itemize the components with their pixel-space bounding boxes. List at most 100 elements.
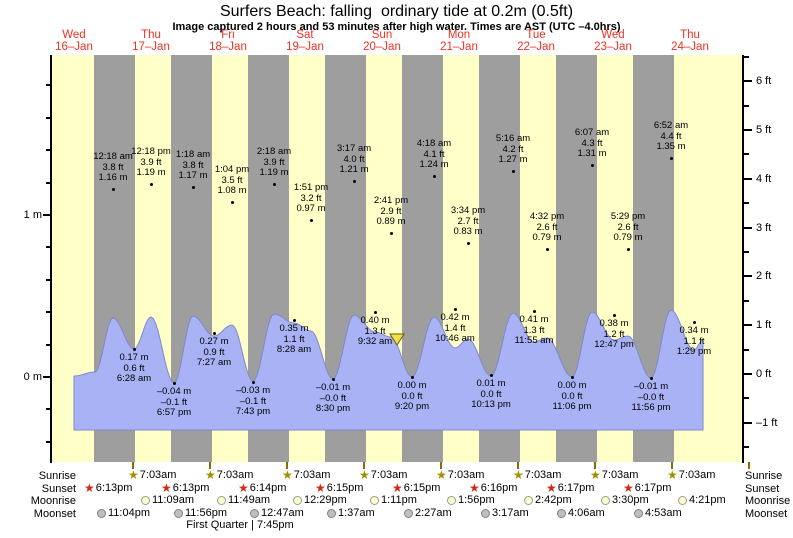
day-name: Mon [447, 29, 471, 41]
high-tide-dot [590, 163, 594, 167]
low-tide-line: 0.42 m [440, 312, 470, 323]
high-tide-dot [191, 185, 195, 189]
moonset-moon-icon [250, 508, 259, 518]
low-tide-annotation: –0.01 m –0.0 ft 8:30 pm [291, 382, 375, 415]
high-tide-line: 4.0 ft [343, 153, 365, 165]
sunrise-star-icon: ★ [359, 468, 370, 482]
left-axis-minor-tick [46, 181, 51, 184]
low-tide-dot [612, 313, 616, 317]
low-tide-line: –0.01 m [633, 381, 669, 392]
right-axis-major-tick [744, 373, 752, 375]
low-tide-line: –0.01 m [315, 382, 351, 393]
high-tide-line: 6:52 am [653, 120, 689, 131]
high-tide-line: 0.79 m [532, 232, 562, 243]
right-axis-minor-tick [744, 153, 749, 156]
sunset-star-icon: ★ [161, 481, 172, 495]
sunrise-entry: ★ 7:03am [436, 469, 484, 481]
sunrise-star-icon: ★ [282, 468, 293, 482]
moon-phase-text: First Quarter | 7:45pm [186, 519, 294, 531]
low-tide-line: –0.1 ft [239, 395, 267, 407]
low-tide-dot [373, 310, 377, 314]
high-tide-line: 0.83 m [453, 226, 483, 237]
high-tide-annotation: 6:07 am 4.3 ft 1.31 m [550, 127, 634, 160]
low-tide-line: 6:57 pm [156, 407, 192, 418]
sunrise-entry: ★ 7:03am [590, 469, 638, 481]
low-tide-line: 0.41 m [519, 314, 549, 325]
high-tide-annotation: 1:04 pm 3.5 ft 1.08 m [190, 164, 274, 197]
sunrise-time: 7:03am [447, 469, 485, 481]
high-tide-line: 12:18 am [93, 151, 133, 162]
sunrise-time: 7:03am [216, 469, 254, 481]
high-tide-line: 1:51 pm [293, 182, 329, 193]
low-tide-annotation: –0.04 m –0.1 ft 6:57 pm [132, 386, 216, 419]
moonset-moon-icon [97, 508, 106, 518]
high-tide-dot [309, 218, 313, 222]
high-tide-line: 2:41 pm [373, 195, 409, 206]
sunrise-entry: ★ 7:03am [359, 469, 407, 481]
moonrise-time: 4:21pm [689, 494, 726, 506]
moonset-entry: 4:53am [634, 507, 682, 519]
chart-title: Surfers Beach: falling ordinary tide at … [219, 3, 574, 20]
low-tide-line: –0.1 ft [160, 396, 188, 408]
moonset-moon-icon [481, 508, 490, 518]
high-tide-dot [389, 231, 393, 235]
moonrise-time: 11:09am [152, 494, 194, 506]
moonset-time: 4:06am [568, 507, 605, 519]
moonset-entry: 4:06am [557, 507, 605, 519]
moonset-time: 11:04pm [108, 507, 150, 519]
high-tide-dot [149, 182, 153, 186]
moonrise-entry: 3:30pm [601, 494, 649, 506]
high-tide-line: 6:07 am [574, 127, 610, 138]
day-label: Sun 20–Jan [347, 29, 417, 53]
sunrise-entry: ★ 7:03am [667, 469, 715, 481]
moonset-entry: 12:47am [250, 507, 304, 519]
right-axis-minor-tick [744, 348, 749, 351]
sunset-star-icon: ★ [392, 481, 403, 495]
moonset-moon-icon [634, 508, 643, 518]
high-tide-line: 1.35 m [656, 141, 686, 152]
low-tide-line: 1.1 ft [683, 335, 705, 347]
moonrise-time: 12:29pm [304, 494, 347, 506]
sunrise-star-icon: ★ [590, 468, 601, 482]
moonset-time: 2:27am [415, 507, 452, 519]
low-tide-line: –0.0 ft [319, 392, 347, 404]
low-tide-dot [331, 377, 335, 381]
moonset-time: 11:56pm [185, 507, 227, 519]
moonrise-moon-icon [141, 495, 150, 505]
high-tide-dot [626, 247, 630, 251]
low-tide-line: –0.0 ft [637, 391, 665, 403]
sunrise-label-left: Sunrise [38, 470, 76, 482]
sunrise-entry: ★ 7:03am [205, 469, 253, 481]
high-tide-line: 1.27 m [498, 154, 528, 165]
sunrise-star-icon: ★ [436, 468, 447, 482]
low-tide-annotation: 0.27 m 0.9 ft 7:27 am [172, 336, 256, 369]
high-tide-line: 0.89 m [376, 216, 406, 227]
day-name: Tue [526, 29, 546, 41]
low-tide-annotation: 0.35 m 1.1 ft 8:28 am [252, 323, 336, 356]
high-tide-line: 3.8 ft [102, 161, 124, 173]
sunset-time: 6:16pm [480, 482, 518, 494]
left-axis-minor-tick [46, 343, 51, 346]
high-tide-line: 5:16 am [495, 133, 531, 144]
day-label: Wed 16–Jan [39, 29, 109, 53]
day-label: Tue 22–Jan [501, 29, 571, 53]
moonset-entry: 1:37am [327, 507, 375, 519]
sunset-time: 6:13pm [95, 482, 133, 494]
day-label: Thu 17–Jan [116, 29, 186, 53]
low-tide-line: 0.0 ft [561, 390, 583, 402]
right-axis-major-tick [744, 275, 752, 278]
high-tide-line: 3:34 pm [450, 205, 486, 216]
low-tide-line: 1.2 ft [603, 328, 625, 340]
high-tide-line: 4:32 pm [529, 211, 565, 222]
bottom-axis-tick [748, 462, 750, 469]
low-tide-dot [292, 318, 296, 322]
low-tide-line: 11:06 pm [552, 401, 592, 412]
sunset-entry: ★ 6:15pm [392, 482, 440, 494]
day-date: 19–Jan [286, 41, 324, 53]
left-axis-minor-tick [46, 311, 51, 314]
moonrise-label-left: Moonrise [30, 495, 76, 507]
right-axis-minor-tick [744, 446, 749, 449]
moonset-time: 4:53am [645, 507, 682, 519]
moonrise-time: 3:30pm [612, 494, 649, 506]
day-date: 21–Jan [440, 41, 478, 53]
